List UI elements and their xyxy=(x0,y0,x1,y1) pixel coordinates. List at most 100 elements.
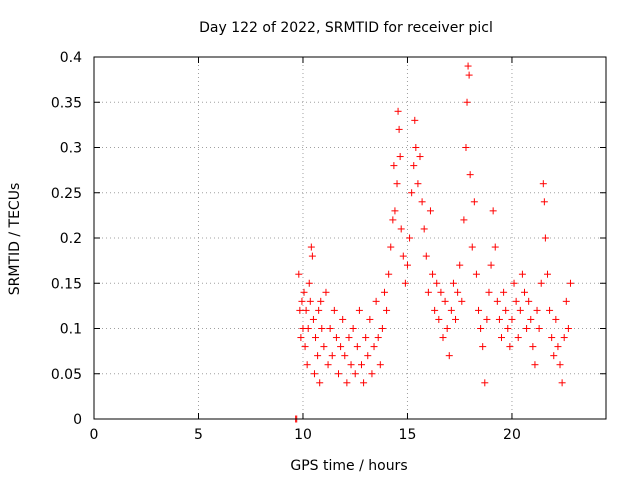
data-point xyxy=(401,279,409,287)
x-tick-label: 0 xyxy=(90,427,99,443)
data-point xyxy=(389,216,397,224)
data-point xyxy=(345,334,353,342)
data-point xyxy=(326,325,334,332)
data-point xyxy=(324,361,332,369)
data-point xyxy=(412,144,420,151)
data-point xyxy=(300,288,308,296)
data-point xyxy=(335,370,343,378)
data-point xyxy=(420,225,428,233)
data-point xyxy=(477,325,485,332)
axis-ticks xyxy=(93,56,606,420)
data-point xyxy=(298,297,306,305)
data-point xyxy=(437,288,445,296)
data-point xyxy=(370,343,378,351)
data-point xyxy=(443,325,451,332)
data-point xyxy=(364,352,372,360)
y-tick-label: 0.4 xyxy=(60,50,82,66)
data-point xyxy=(429,270,437,278)
data-point xyxy=(315,306,323,314)
data-point xyxy=(317,297,325,305)
data-point xyxy=(493,297,501,305)
data-point xyxy=(330,306,338,314)
data-point xyxy=(309,315,317,323)
y-tick-label: 0.05 xyxy=(51,367,82,383)
data-point xyxy=(541,234,549,242)
data-point xyxy=(495,315,503,323)
y-tick-label: 0.25 xyxy=(51,186,82,202)
y-tick-label: 0.1 xyxy=(60,322,82,338)
data-point xyxy=(303,361,311,369)
data-point xyxy=(523,325,531,332)
data-point xyxy=(347,361,355,369)
x-tick-label: 20 xyxy=(503,427,521,443)
x-axis-tick-labels: 0 5 10 15 20 xyxy=(90,427,521,443)
data-point xyxy=(550,352,558,360)
data-point xyxy=(307,243,315,251)
data-point xyxy=(322,288,330,296)
data-point xyxy=(391,207,399,215)
data-point xyxy=(349,325,357,332)
y-axis-tick-labels: 0 0.05 0.1 0.15 0.2 0.25 0.3 0.35 0.4 xyxy=(51,50,82,428)
data-point xyxy=(449,279,457,287)
data-point xyxy=(460,216,468,224)
data-point xyxy=(479,343,487,351)
data-point xyxy=(516,306,524,314)
data-point xyxy=(397,225,405,233)
data-point xyxy=(406,234,414,242)
data-point xyxy=(463,98,471,106)
data-point xyxy=(543,270,551,278)
data-point xyxy=(481,379,489,387)
data-point xyxy=(339,315,347,323)
data-point xyxy=(533,306,541,314)
data-point xyxy=(470,198,478,206)
data-point xyxy=(514,334,522,342)
y-tick-label: 0.2 xyxy=(60,231,82,247)
data-point xyxy=(341,352,349,360)
data-point xyxy=(355,306,363,314)
data-point xyxy=(439,334,447,342)
x-axis-label: GPS time / hours xyxy=(290,458,407,474)
data-point xyxy=(548,334,556,342)
data-point xyxy=(416,153,424,161)
data-point xyxy=(462,144,470,151)
data-point xyxy=(351,370,359,378)
data-point xyxy=(399,252,407,260)
data-point xyxy=(435,315,443,323)
data-point xyxy=(468,243,476,251)
data-point xyxy=(357,361,365,369)
data-point xyxy=(520,288,528,296)
data-point xyxy=(491,243,499,251)
data-point xyxy=(540,198,548,206)
data-point xyxy=(539,180,547,188)
data-point xyxy=(385,270,393,278)
data-point xyxy=(475,306,483,314)
data-point xyxy=(396,153,404,161)
data-point xyxy=(422,252,430,260)
data-point xyxy=(295,270,303,278)
data-point xyxy=(558,379,566,387)
data-point xyxy=(456,261,464,269)
data-point xyxy=(554,343,562,351)
data-points xyxy=(292,62,574,423)
data-point xyxy=(376,361,384,369)
data-point xyxy=(489,207,497,215)
data-point xyxy=(380,288,388,296)
data-point xyxy=(366,315,374,323)
data-point xyxy=(498,334,506,342)
x-tick-label: 5 xyxy=(194,427,203,443)
data-point xyxy=(465,71,473,79)
data-point xyxy=(525,297,533,305)
data-point xyxy=(566,279,574,287)
data-point xyxy=(447,306,455,314)
data-point xyxy=(535,325,543,332)
data-point xyxy=(403,261,411,269)
data-point xyxy=(527,315,535,323)
data-point xyxy=(394,107,402,115)
data-point xyxy=(560,334,568,342)
data-point xyxy=(374,334,382,342)
data-point xyxy=(426,207,434,215)
data-point xyxy=(483,315,491,323)
data-point xyxy=(318,325,326,332)
data-point xyxy=(510,279,518,287)
